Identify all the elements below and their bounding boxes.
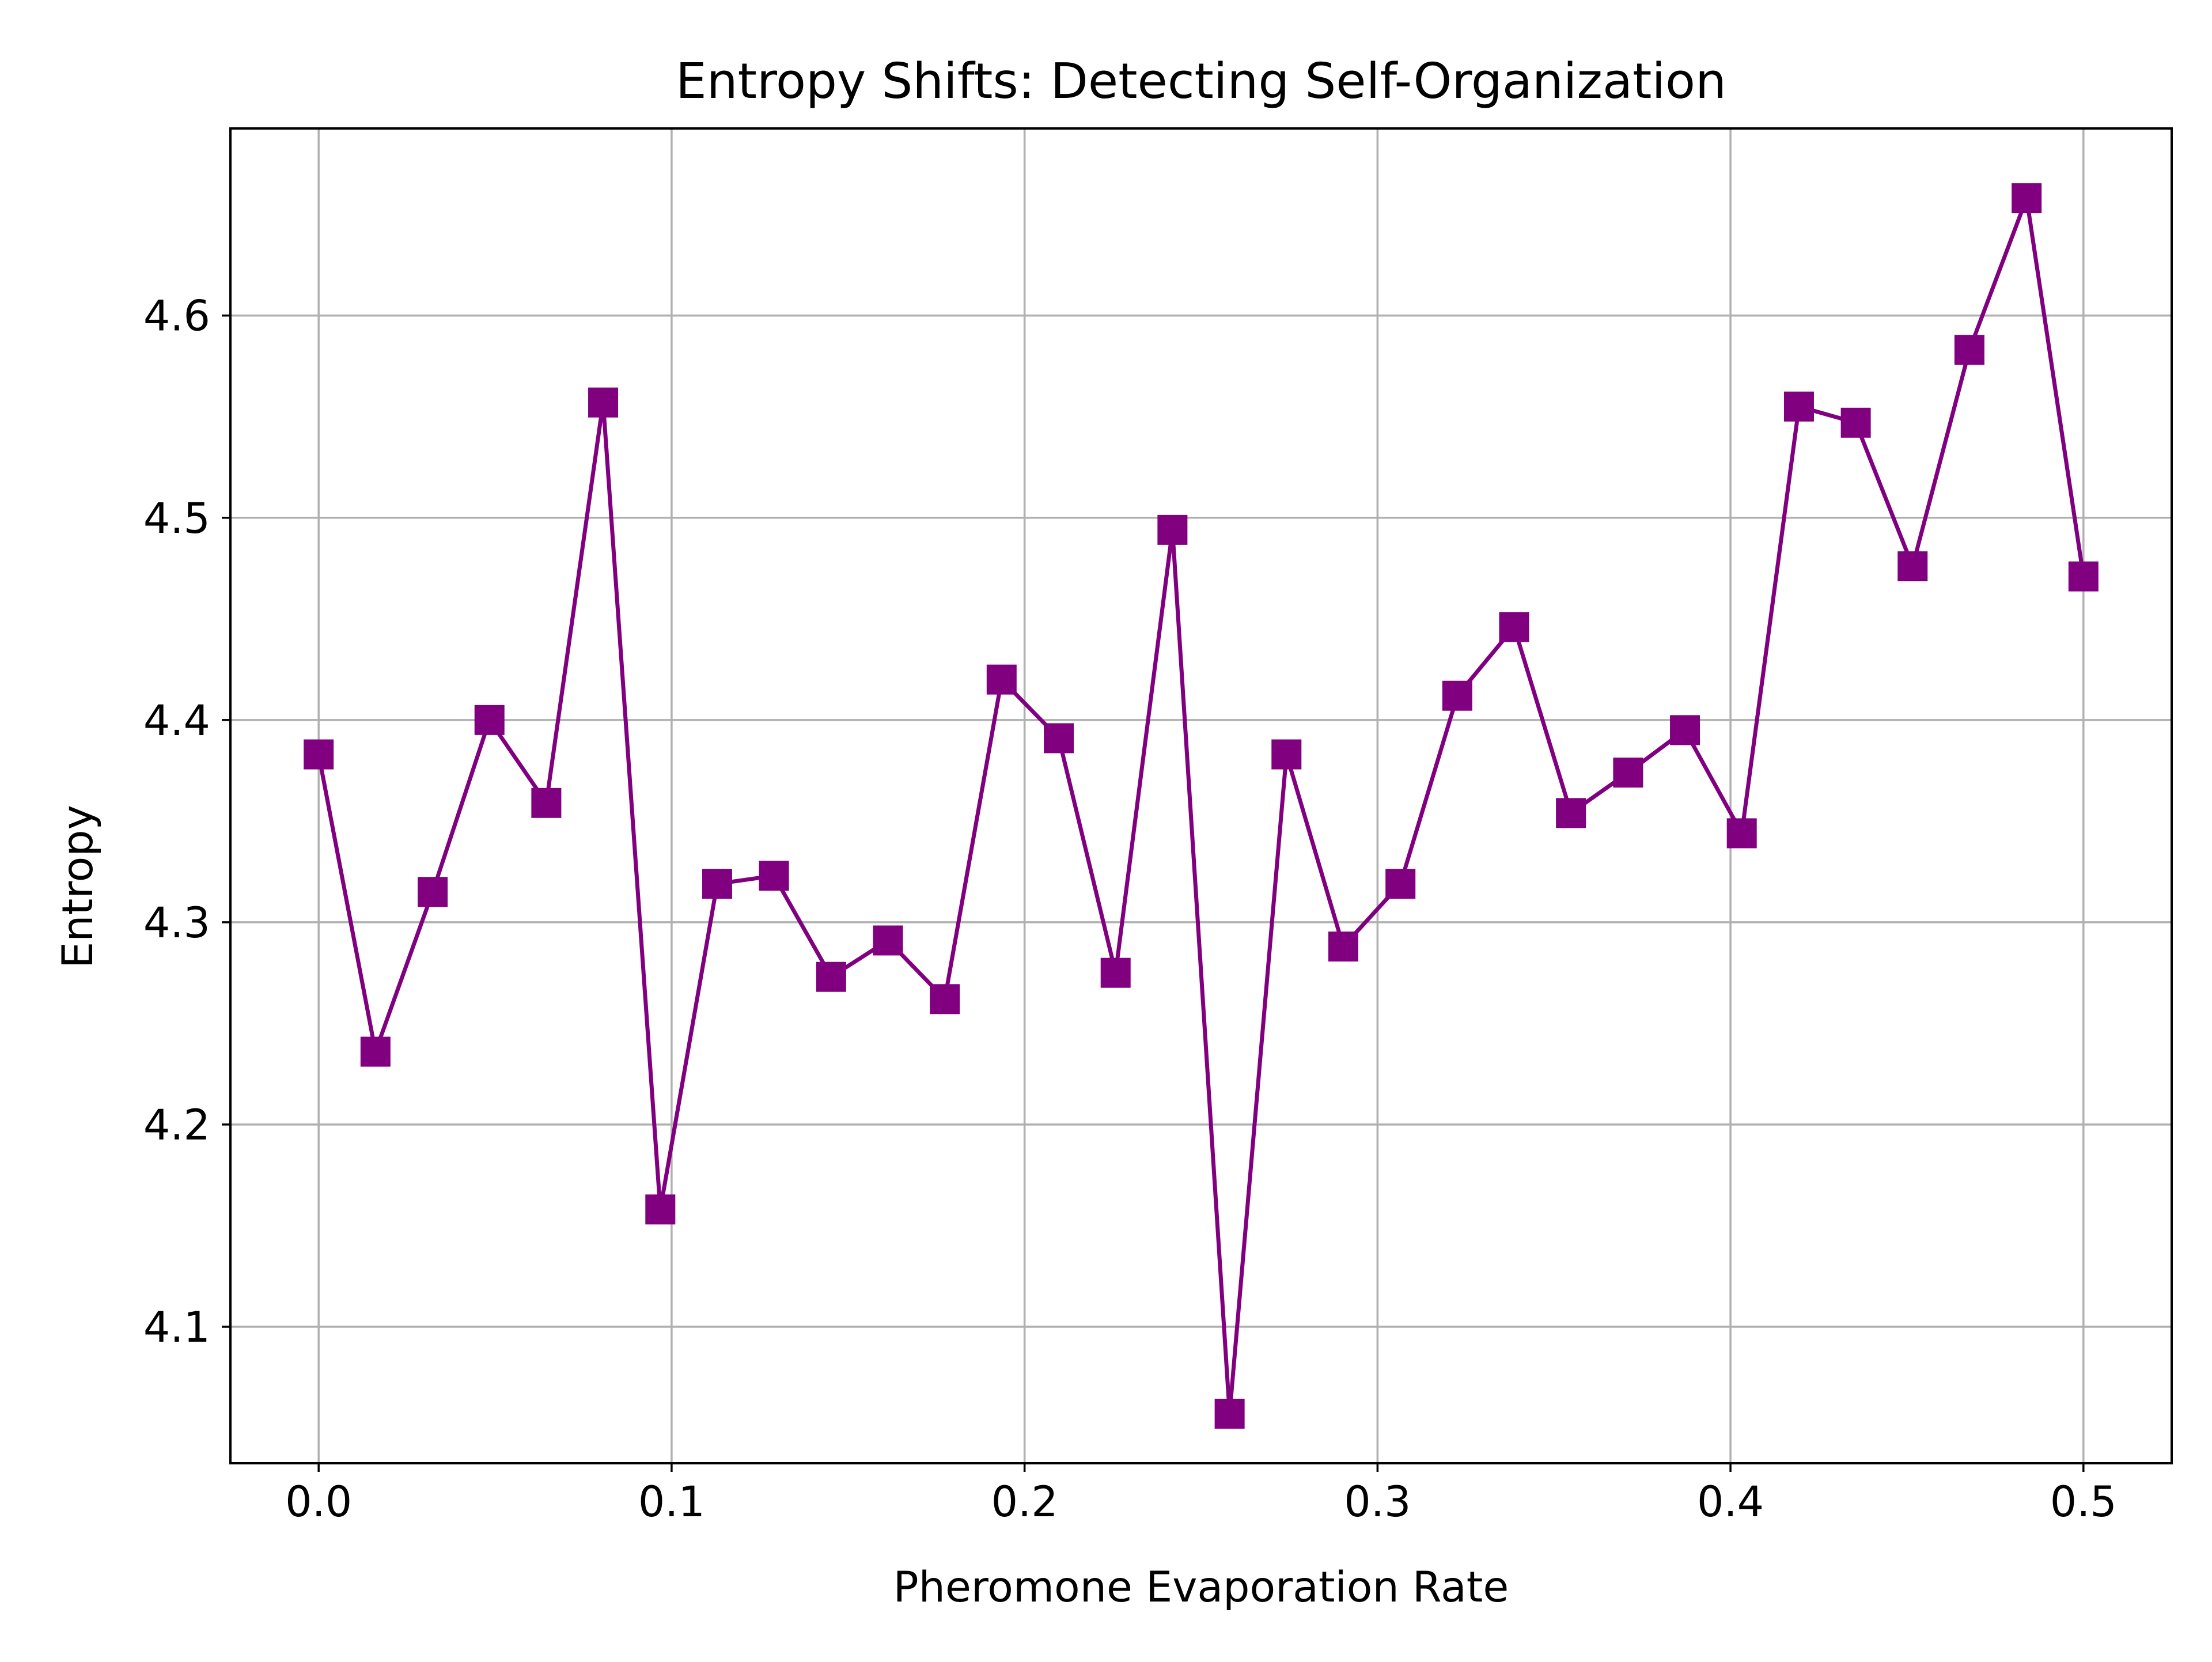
data-point-marker	[930, 984, 960, 1014]
data-point-marker	[1670, 715, 1700, 745]
axis-ticks: 0.0 0.1 0.2 0.3 0.4 0.5 4.1 4.2 4.3 4.4 4.5 4.6	[143, 292, 2117, 1527]
data-point-marker	[1840, 407, 1871, 438]
series-line	[316, 196, 2086, 1416]
data-point-marker	[1613, 758, 1643, 788]
data-point-marker	[759, 861, 789, 891]
data-point-marker	[873, 925, 903, 956]
data-point-marker	[360, 1036, 391, 1067]
grid	[230, 128, 2172, 1463]
data-point-marker	[986, 664, 1017, 695]
x-tick-label: 0.2	[991, 1478, 1058, 1527]
y-tick-label: 4.5	[143, 494, 210, 543]
data-point-marker	[816, 961, 846, 992]
y-axis-label: Entropy	[54, 805, 103, 968]
x-tick-label: 0.5	[2050, 1478, 2117, 1527]
y-tick-label: 4.4	[143, 696, 210, 745]
y-tick-label: 4.6	[143, 292, 210, 341]
x-tick-label: 0.0	[285, 1478, 352, 1527]
data-point-marker	[1442, 680, 1472, 711]
data-point-marker	[1044, 723, 1074, 754]
data-point-marker	[1328, 932, 1358, 962]
x-tick-label: 0.3	[1344, 1478, 1411, 1527]
data-point-marker	[304, 739, 334, 770]
plot-frame	[229, 127, 2173, 1464]
data-point-marker	[531, 788, 562, 818]
data-point-marker	[1214, 1398, 1245, 1429]
series-layer	[304, 183, 2099, 1429]
y-tick-label: 4.1	[143, 1303, 210, 1352]
data-point-marker	[1556, 798, 1586, 828]
y-tick-label: 4.2	[143, 1101, 210, 1150]
data-point-marker	[1499, 612, 1529, 642]
data-point-marker	[1157, 514, 1188, 545]
y-tick-label: 4.3	[143, 899, 210, 948]
chart-title: Entropy Shifts: Detecting Self-Organizat…	[676, 53, 1726, 110]
data-point-marker	[702, 869, 732, 899]
x-tick-label: 0.1	[638, 1478, 705, 1527]
data-point-marker	[1897, 551, 1928, 582]
data-point-marker	[474, 705, 505, 735]
data-point-marker	[1783, 391, 1814, 422]
data-point-marker	[1100, 957, 1131, 988]
data-point-marker	[1726, 818, 1757, 849]
data-point-marker	[1954, 335, 1984, 365]
data-point-marker	[2068, 561, 2099, 592]
data-point-marker	[645, 1194, 676, 1225]
data-point-marker	[1385, 869, 1416, 899]
data-point-marker	[418, 877, 448, 907]
x-axis-label: Pheromone Evaporation Rate	[893, 1563, 1509, 1612]
data-point-marker	[2012, 183, 2042, 214]
data-point-marker	[1271, 739, 1302, 770]
x-tick-label: 0.4	[1697, 1478, 1764, 1527]
data-point-marker	[588, 387, 619, 418]
